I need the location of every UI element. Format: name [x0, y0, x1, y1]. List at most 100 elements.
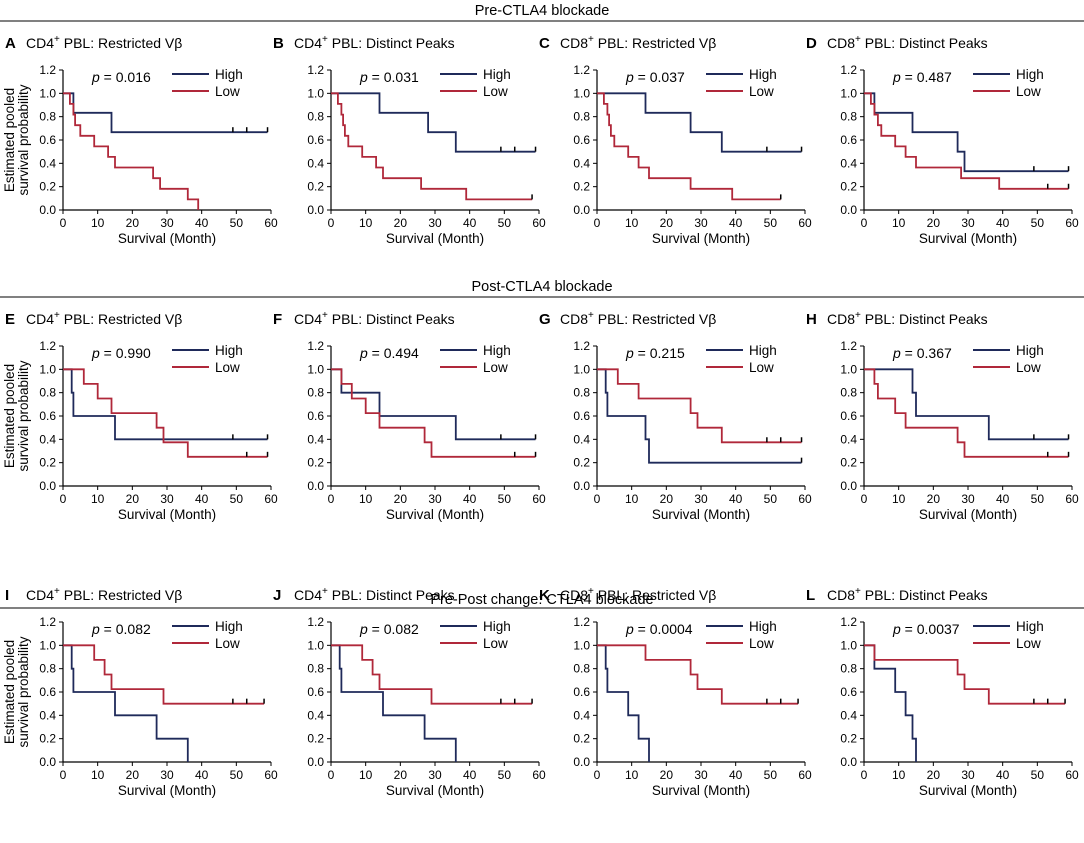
x-tick-label: 60 — [532, 216, 546, 230]
x-tick-label: 60 — [264, 216, 278, 230]
y-tick-label: 0.4 — [39, 156, 56, 170]
y-tick-label: 0.4 — [573, 156, 590, 170]
legend: High Low — [973, 67, 1044, 99]
x-tick-label: 40 — [996, 216, 1010, 230]
series-high-line — [331, 92, 536, 153]
legend: High Low — [172, 67, 243, 99]
x-tick-label: 50 — [764, 216, 778, 230]
x-tick-label: 60 — [1065, 492, 1079, 506]
y-tick-label: 0.2 — [307, 180, 324, 194]
y-tick-label: 0.2 — [840, 732, 857, 746]
x-tick-label: 50 — [1031, 492, 1045, 506]
y-tick-label: 0.8 — [39, 386, 56, 400]
series-high-line — [63, 644, 189, 762]
y-tick-label: 1.0 — [307, 638, 324, 652]
y-tick-label: 0.8 — [307, 386, 324, 400]
panel-letter: D — [806, 35, 817, 52]
x-tick-label: 0 — [861, 768, 868, 782]
panel-title: CD4+ PBL: Restricted Vβ — [26, 34, 182, 51]
legend-label-high: High — [749, 67, 777, 82]
x-tick-label: 40 — [729, 768, 743, 782]
legend: High Low — [706, 67, 777, 99]
p-value: p = 0.494 — [359, 345, 419, 361]
p-value: p = 0.031 — [359, 69, 419, 85]
x-tick-label: 50 — [498, 216, 512, 230]
x-tick-label: 20 — [126, 492, 140, 506]
legend-label-low: Low — [1016, 636, 1041, 651]
y-tick-label: 1.2 — [840, 339, 857, 353]
series-high-line — [331, 644, 457, 762]
y-tick-label: 0.4 — [307, 156, 324, 170]
y-tick-label: 1.0 — [573, 86, 590, 100]
section-change: Pre-Post change: CTLA4 blockade — [0, 592, 1084, 609]
x-tick-label: 20 — [927, 216, 941, 230]
y-tick-label: 0.0 — [307, 203, 324, 217]
y-tick-label: 0.0 — [573, 203, 590, 217]
panel-F: F CD4+ PBL: Distinct Peaks 0.0 0.2 0.4 0.6 0.8… — [273, 310, 546, 522]
x-tick-label: 20 — [126, 768, 140, 782]
legend-label-low: Low — [749, 360, 774, 375]
x-tick-label: 30 — [428, 216, 442, 230]
y-tick-label: 1.0 — [840, 638, 857, 652]
y-tick-label: 0.6 — [39, 133, 56, 147]
y-axis-label-line2: survival probability — [16, 360, 31, 471]
panel-B: B CD4+ PBL: Distinct Peaks 0.0 0.2 0.4 0.6 0.8… — [273, 34, 546, 246]
x-axis-label: Survival (Month) — [386, 231, 484, 246]
panel-letter: F — [273, 311, 282, 328]
x-tick-label: 60 — [798, 216, 812, 230]
y-tick-label: 1.2 — [573, 615, 590, 629]
y-tick-label: 0.6 — [840, 133, 857, 147]
legend-label-low: Low — [483, 636, 508, 651]
legend-label-high: High — [215, 67, 243, 82]
x-tick-label: 30 — [961, 492, 975, 506]
panel-letter: C — [539, 35, 550, 52]
legend-label-high: High — [215, 619, 243, 634]
x-tick-label: 30 — [428, 492, 442, 506]
panel-letter: G — [539, 311, 551, 328]
y-tick-label: 0.8 — [307, 662, 324, 676]
legend-label-low: Low — [215, 84, 240, 99]
series-high-line — [864, 644, 917, 762]
y-axis-label-row-1: Estimated pooled survival probability — [2, 84, 31, 195]
x-tick-label: 10 — [91, 492, 105, 506]
series-low-line — [63, 644, 265, 705]
legend-label-high: High — [483, 67, 511, 82]
series-high-line — [864, 92, 1069, 173]
y-axis-label-row-2: Estimated pooled survival probability — [2, 360, 31, 471]
series-low-line — [864, 92, 1069, 190]
x-tick-label: 0 — [60, 492, 67, 506]
panel-title: CD4+ PBL: Distinct Peaks — [294, 586, 455, 603]
p-value: p = 0.0037 — [892, 621, 960, 637]
panel-title: CD4+ PBL: Distinct Peaks — [294, 34, 455, 51]
y-tick-label: 0.8 — [39, 662, 56, 676]
x-tick-label: 40 — [729, 492, 743, 506]
y-axis-label-row-3: Estimated pooled survival probability — [2, 636, 31, 747]
p-value: p = 0.082 — [91, 621, 151, 637]
x-tick-label: 0 — [328, 768, 335, 782]
legend-label-high: High — [749, 619, 777, 634]
panel-A: A CD4+ PBL: Restricted Vβ 0.0 0.2 0.4 0.6 0.8 1… — [5, 34, 278, 246]
y-tick-label: 0.6 — [307, 409, 324, 423]
series-low-line — [864, 368, 1069, 458]
x-tick-label: 20 — [126, 216, 140, 230]
y-tick-label: 0.4 — [573, 432, 590, 446]
series-high-line — [597, 644, 650, 762]
x-tick-label: 0 — [60, 768, 67, 782]
x-tick-label: 10 — [359, 492, 373, 506]
section-title-post: Post-CTLA4 blockade — [471, 279, 612, 295]
legend-label-high: High — [215, 343, 243, 358]
series-low-line — [864, 644, 1066, 705]
series-high-line — [331, 368, 536, 441]
x-tick-label: 40 — [996, 492, 1010, 506]
x-tick-label: 30 — [160, 768, 174, 782]
x-tick-label: 20 — [660, 768, 674, 782]
panel-D: D CD8+ PBL: Distinct Peaks 0.0 0.2 0.4 0.6 0.8… — [806, 34, 1079, 246]
y-tick-label: 0.2 — [307, 456, 324, 470]
y-tick-label: 1.2 — [307, 339, 324, 353]
x-tick-label: 50 — [230, 768, 244, 782]
y-tick-label: 0.0 — [307, 755, 324, 769]
x-tick-label: 60 — [798, 492, 812, 506]
legend: High Low — [973, 343, 1044, 375]
x-tick-label: 10 — [359, 216, 373, 230]
